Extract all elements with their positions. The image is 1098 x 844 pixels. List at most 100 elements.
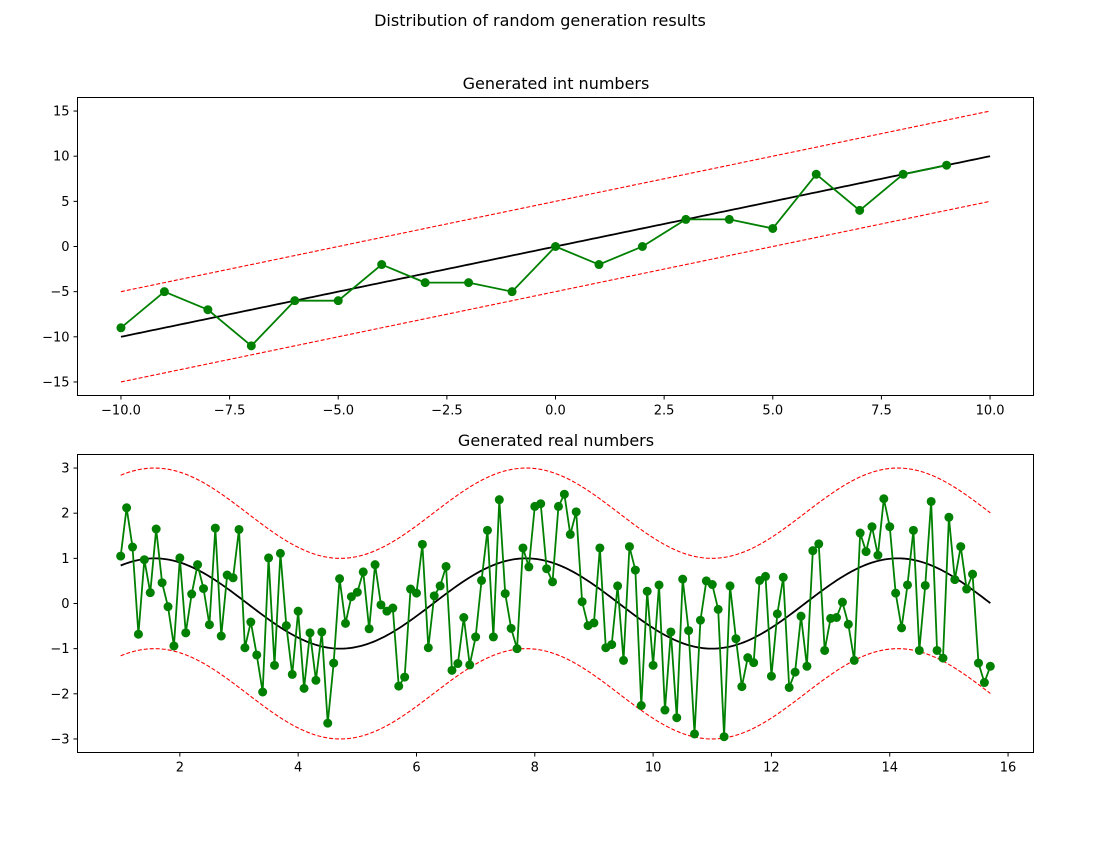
real-data-point [258,687,268,697]
real-data-point [240,643,250,653]
int-y-tick-label: 15 [53,105,70,120]
real-data-point [181,628,191,638]
int-data-point [203,305,213,315]
real-data-point [542,564,552,574]
real-data-point [122,503,132,513]
real-data-point [270,660,279,670]
real-data-point [299,683,309,693]
real-data-point [494,495,504,505]
real-y-tick-label: −3 [50,732,69,747]
real-y-tick-label: −1 [50,642,69,657]
int-x-tick-label: 7.5 [871,404,892,419]
real-data-point [920,580,930,590]
int-data-point [116,323,126,333]
real-x-tick-label: 4 [294,761,302,776]
real-data-point [116,551,126,561]
real-data-point [950,575,960,585]
real-data-point [690,729,700,739]
real-data-point [772,609,782,619]
real-data-point [536,499,546,509]
real-data-point [352,587,362,597]
real-data-point [335,574,345,584]
real-data-point [169,641,179,651]
real-data-point [891,588,901,598]
real-series-line [119,493,992,738]
int-data-point [768,223,778,233]
real-data-point [394,681,404,691]
figure-suptitle: Distribution of random generation result… [374,11,706,30]
real-data-point [684,626,694,636]
real-data-point [548,577,558,587]
real-data-point [713,604,723,614]
real-x-tick-label: 2 [176,761,184,776]
real-data-point [802,661,812,671]
real-data-point [654,580,664,590]
real-data-point [163,602,173,612]
real-y-tick-label: 0 [61,597,69,612]
real-data-point [790,667,800,677]
real-data-point [329,658,339,668]
real-data-point [595,543,605,553]
real-data-point [820,645,830,655]
real-numbers-title: Generated real numbers [458,431,654,450]
real-data-point [488,632,498,642]
real-data-point [743,653,753,663]
real-data-point [796,611,806,621]
real-data-point [837,597,847,607]
real-data-point [441,561,451,571]
int-data-point [551,242,560,251]
real-data-point [749,658,759,668]
real-data-point [607,640,617,650]
real-y-tick-label: 1 [61,552,69,567]
real-data-point [636,701,646,711]
real-data-point [672,713,682,723]
int-data-point [724,214,734,224]
real-data-point [725,581,735,591]
real-data-point [642,586,652,596]
real-data-point [459,613,469,622]
real-data-point [358,567,368,577]
real-data-point [157,578,167,588]
real-data-point [808,546,818,556]
real-data-point [128,542,138,552]
real-data-point [979,678,989,688]
real-x-tick-label: 6 [412,761,420,776]
int-x-tick-label: 2.5 [654,404,675,419]
real-data-point [187,589,197,599]
real-data-point [411,588,421,598]
real-data-point [246,617,256,627]
int-data-point [246,341,256,351]
real-y-tick-label: 2 [61,507,69,522]
real-data-point [719,732,729,742]
real-data-point [766,671,776,681]
real-data-point [879,494,889,504]
real-x-tick-label: 10 [645,761,662,776]
real-data-point [814,539,824,549]
real-data-point [465,660,475,670]
real-data-point [417,539,427,549]
real-data-point [175,553,185,563]
int-data-point [681,214,691,224]
real-data-point [867,522,877,532]
int-y-tick-label: 10 [53,150,70,165]
real-data-point [204,620,214,630]
int-data-point [377,260,387,270]
real-data-point [210,523,220,533]
real-data-point [778,572,788,582]
real-data-point [619,655,629,665]
int-data-point [507,287,517,297]
real-data-point [589,618,599,628]
int-numbers-axes: Generated int numbers −10.0 −7.5 −5.0 −2.5 0… [42,74,1034,419]
real-data-point [435,581,445,591]
real-data-point [518,543,528,553]
int-x-tick-label: −10.0 [101,404,141,419]
real-data-point [553,501,563,511]
real-data-point [193,560,203,570]
real-data-point [453,659,463,669]
real-data-point [985,661,995,671]
int-x-tick-label: −5.0 [322,404,354,419]
int-data-point [159,287,169,297]
int-x-tick-label: −2.5 [431,404,463,419]
real-data-point [849,655,859,665]
